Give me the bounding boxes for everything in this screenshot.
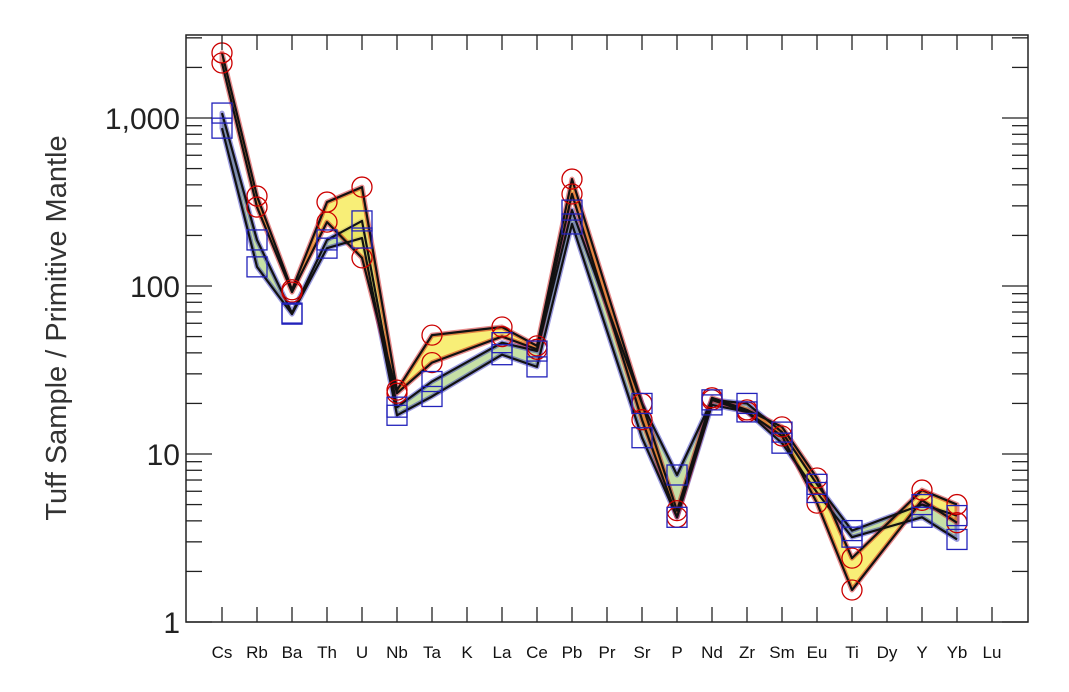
red-upper-point-Y	[911, 479, 933, 501]
y-tick-label: 1,000	[105, 103, 180, 136]
x-tick-label: Lu	[983, 643, 1002, 662]
blue-lower-point-Ba	[281, 303, 303, 325]
blue-lower-point-Nd	[701, 394, 723, 416]
blue-envelope	[219, 110, 960, 542]
red-lower-point-Cs	[211, 52, 233, 74]
x-tick-label: Eu	[807, 643, 828, 662]
blue-upper-point-La	[491, 332, 513, 354]
blue-lower-point-Yb	[946, 528, 968, 551]
blue-upper-line	[220, 112, 958, 532]
blue-lower-point-La	[491, 344, 513, 366]
y-axis-title: Tuff Sample / Primitive Mantle	[41, 135, 73, 520]
blue-lower-point-Eu	[806, 481, 828, 504]
red-lower-point-Ba	[281, 281, 303, 303]
blue-lower-point-Pb	[561, 213, 583, 235]
envelopes	[219, 50, 960, 593]
blue-upper-point-Y	[911, 493, 933, 516]
blue-upper-point-Pb	[561, 199, 583, 221]
x-tick-label: U	[356, 643, 368, 662]
x-tick-label: Rb	[246, 643, 268, 662]
blue-lower-point-Ti	[841, 526, 863, 548]
x-tick-label: Ti	[845, 643, 859, 662]
blue-lower-point-Th	[316, 237, 338, 259]
x-tick-label: P	[671, 643, 682, 662]
blue-lower-point-Ta	[421, 385, 443, 408]
red-lower-point-Ta	[421, 351, 443, 374]
blue-lower-point-Zr	[736, 401, 758, 423]
blue-lower-point-Y	[911, 506, 933, 528]
blue-lower-point-Sm	[771, 432, 793, 454]
red-upper-point-Yb	[946, 493, 968, 516]
red-envelope	[219, 50, 960, 593]
x-tick-label: Dy	[877, 643, 898, 662]
tick-labels: Cs Rb Ba Th U Nb Ta K La Ce Pb Pr Sr P Nd Zr Sm Eu Ti Dy Y Yb…	[105, 103, 1002, 662]
x-tick-label: Pr	[599, 643, 616, 662]
red-lower-point-Rb	[246, 196, 268, 218]
blue-upper-point-Cs	[211, 102, 233, 124]
blue-lower-line	[220, 127, 958, 541]
blue-upper-point-Sr	[631, 392, 653, 415]
y-tick-label: 100	[130, 271, 180, 304]
x-tick-label: Zr	[739, 643, 755, 662]
red-upper-point-Pb	[561, 168, 583, 190]
blue-upper-point-Sm	[771, 421, 793, 443]
blue-upper-point-P	[666, 464, 688, 486]
x-tick-label: Yb	[947, 643, 968, 662]
x-tick-label: Pb	[562, 643, 583, 662]
x-tick-label: Cs	[212, 643, 233, 662]
blue-upper-point-Ta	[421, 370, 443, 393]
red-upper-point-Rb	[246, 185, 268, 207]
x-tick-label: Nd	[701, 643, 723, 662]
red-lower-point-Th	[316, 211, 338, 233]
red-upper-point-Ti	[841, 547, 863, 569]
x-tick-label: Ba	[282, 643, 303, 662]
x-tick-label: Sm	[769, 643, 795, 662]
x-tick-label: Sr	[634, 643, 651, 662]
x-tick-label: Nb	[386, 643, 408, 662]
red-upper-point-Ta	[421, 324, 443, 346]
blue-lower-point-P	[666, 506, 688, 528]
blue-upper-point-Yb	[946, 504, 968, 527]
markers	[211, 42, 968, 601]
ticks	[186, 35, 1028, 623]
blue-lower-point-Nb	[386, 404, 408, 426]
blue-upper-point-Rb	[246, 229, 268, 251]
blue-upper-point-U	[351, 210, 373, 232]
blue-lower-point-U	[351, 227, 373, 249]
x-tick-label: Ta	[423, 643, 442, 662]
red-lower-point-Ti	[841, 579, 863, 601]
x-tick-label: Th	[317, 643, 337, 662]
y-tick-label: 1	[163, 607, 180, 640]
x-tick-label: Y	[916, 643, 927, 662]
blue-lower-point-Ce	[526, 356, 548, 378]
x-tick-label: La	[493, 643, 512, 662]
blue-lower-point-Rb	[246, 256, 268, 278]
x-tick-label: K	[461, 643, 473, 662]
red-lower-point-Sr	[631, 409, 653, 431]
red-lower-point-Nb	[386, 382, 408, 404]
blue-upper-point-Ce	[526, 340, 548, 362]
red-upper-line	[220, 52, 958, 560]
x-tick-label: Ce	[526, 643, 548, 662]
y-tick-label: 10	[147, 439, 180, 472]
red-upper-point-La	[491, 316, 513, 338]
blue-lower-point-Sr	[631, 427, 653, 449]
red-upper-point-U	[351, 176, 373, 198]
red-lower-point-Pb	[561, 183, 583, 205]
blue-lower-point-Cs	[211, 117, 233, 139]
series-lines	[220, 52, 958, 592]
red-lower-line	[220, 62, 958, 592]
